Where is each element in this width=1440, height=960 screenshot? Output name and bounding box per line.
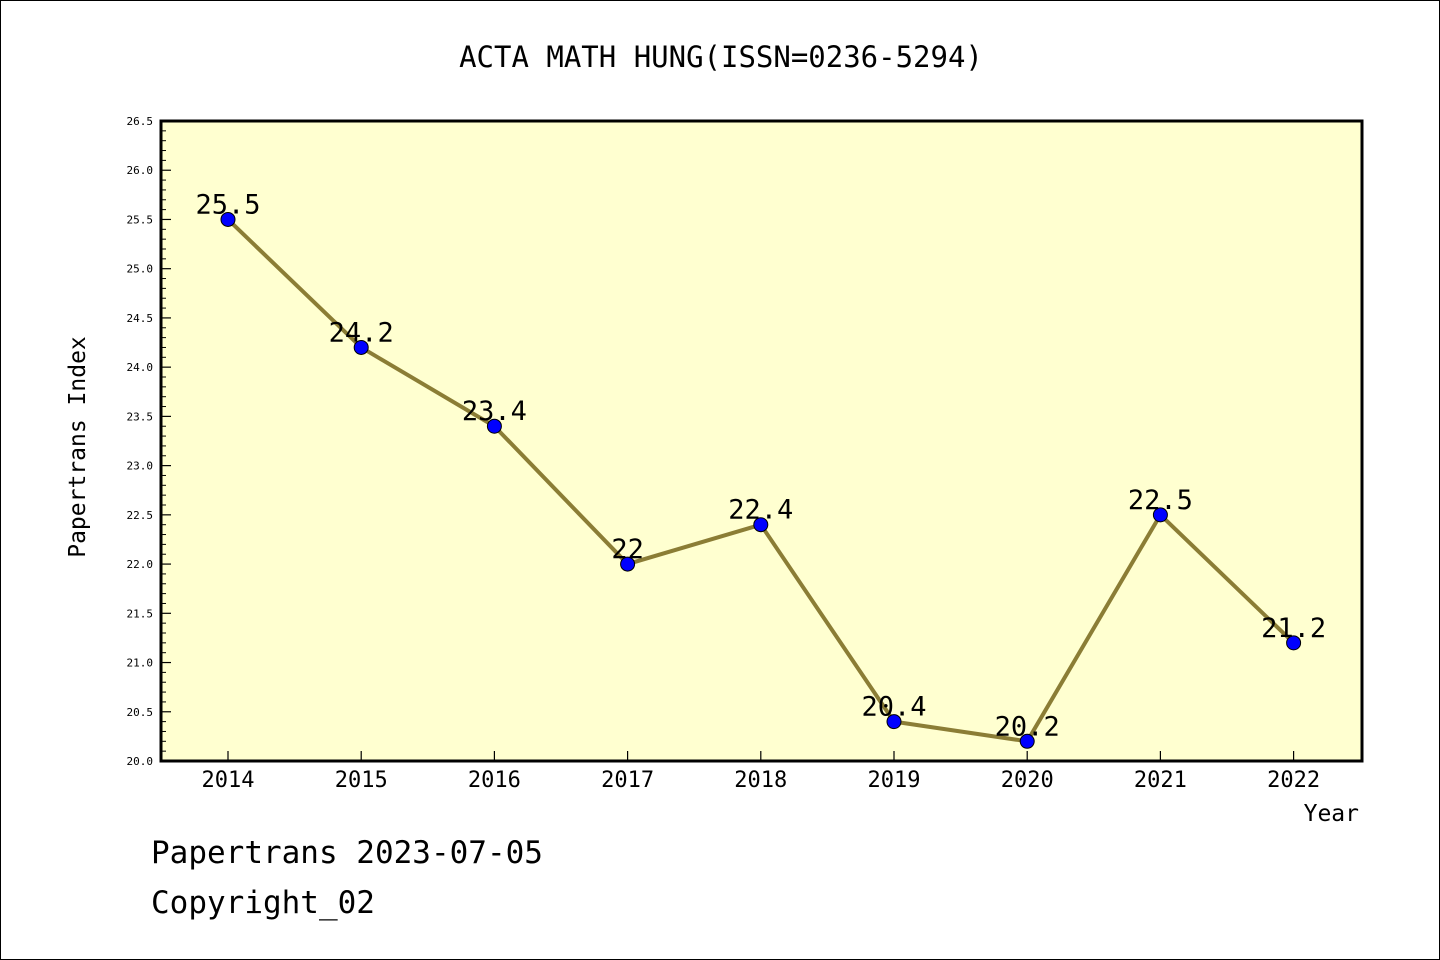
plot-area bbox=[159, 119, 1364, 763]
y-tick-label: 22.0 bbox=[127, 558, 154, 571]
data-point bbox=[1286, 635, 1302, 651]
y-axis-label: Papertrans Index bbox=[65, 336, 91, 558]
footer-date-text: Papertrans 2023-07-05 bbox=[151, 835, 543, 871]
y-tick-label: 23.5 bbox=[127, 410, 154, 423]
y-tick-label: 25.0 bbox=[127, 263, 154, 276]
y-tick-label: 21.5 bbox=[127, 607, 154, 620]
data-point bbox=[620, 556, 636, 572]
x-tick-label: 2016 bbox=[468, 768, 521, 793]
y-tick-label: 26.5 bbox=[127, 115, 154, 128]
y-tick-label: 22.5 bbox=[127, 509, 154, 522]
data-label: 21.2 bbox=[1261, 613, 1326, 644]
data-label: 20.2 bbox=[995, 711, 1060, 742]
x-tick-label: 2017 bbox=[601, 768, 654, 793]
x-tick-label: 2020 bbox=[1001, 768, 1054, 793]
y-tick-label: 23.0 bbox=[127, 460, 154, 473]
x-tick-label: 2021 bbox=[1134, 768, 1187, 793]
data-point bbox=[753, 517, 769, 533]
x-tick-label: 2019 bbox=[868, 768, 921, 793]
data-label: 22.5 bbox=[1128, 485, 1193, 516]
data-point bbox=[886, 714, 902, 730]
data-point bbox=[353, 339, 369, 355]
data-label: 22.4 bbox=[728, 495, 793, 526]
y-tick-label: 24.5 bbox=[127, 312, 154, 325]
y-tick-label: 20.0 bbox=[127, 755, 154, 768]
x-tick-label: 2018 bbox=[734, 768, 787, 793]
data-label: 25.5 bbox=[195, 189, 260, 220]
y-tick-label: 26.0 bbox=[127, 164, 154, 177]
footer-copyright-text: Copyright_02 bbox=[151, 885, 375, 921]
data-label: 20.4 bbox=[861, 692, 926, 723]
y-tick-label: 20.5 bbox=[127, 706, 154, 719]
y-tick-label: 24.0 bbox=[127, 361, 154, 374]
x-tick-label: 2015 bbox=[335, 768, 388, 793]
y-tick-label: 21.0 bbox=[127, 657, 154, 670]
x-axis: 2014 2015 2016 2017 2018 2019 2020 2021 2022 bbox=[202, 751, 1320, 793]
y-tick-label: 25.5 bbox=[127, 213, 154, 226]
data-point bbox=[486, 418, 502, 434]
series-line: 25.5 24.2 23.4 22 22.4 20.4 20.2 22.5 21.2 bbox=[195, 189, 1326, 749]
data-point bbox=[220, 211, 236, 227]
data-label: 23.4 bbox=[462, 396, 527, 427]
x-tick-label: 2014 bbox=[202, 768, 255, 793]
data-label: 22 bbox=[611, 534, 644, 565]
data-point bbox=[1019, 733, 1035, 749]
x-tick-label: 2022 bbox=[1267, 768, 1320, 793]
data-point bbox=[1152, 507, 1168, 523]
x-axis-label: Year bbox=[1304, 801, 1359, 827]
y-axis: 20.0 20.5 21.0 21.5 22.0 22.5 23.0 23.5 24.0 24.5… bbox=[127, 115, 171, 768]
data-label: 24.2 bbox=[329, 317, 394, 348]
chart-title: ACTA MATH HUNG(ISSN=0236-5294) bbox=[459, 40, 983, 74]
